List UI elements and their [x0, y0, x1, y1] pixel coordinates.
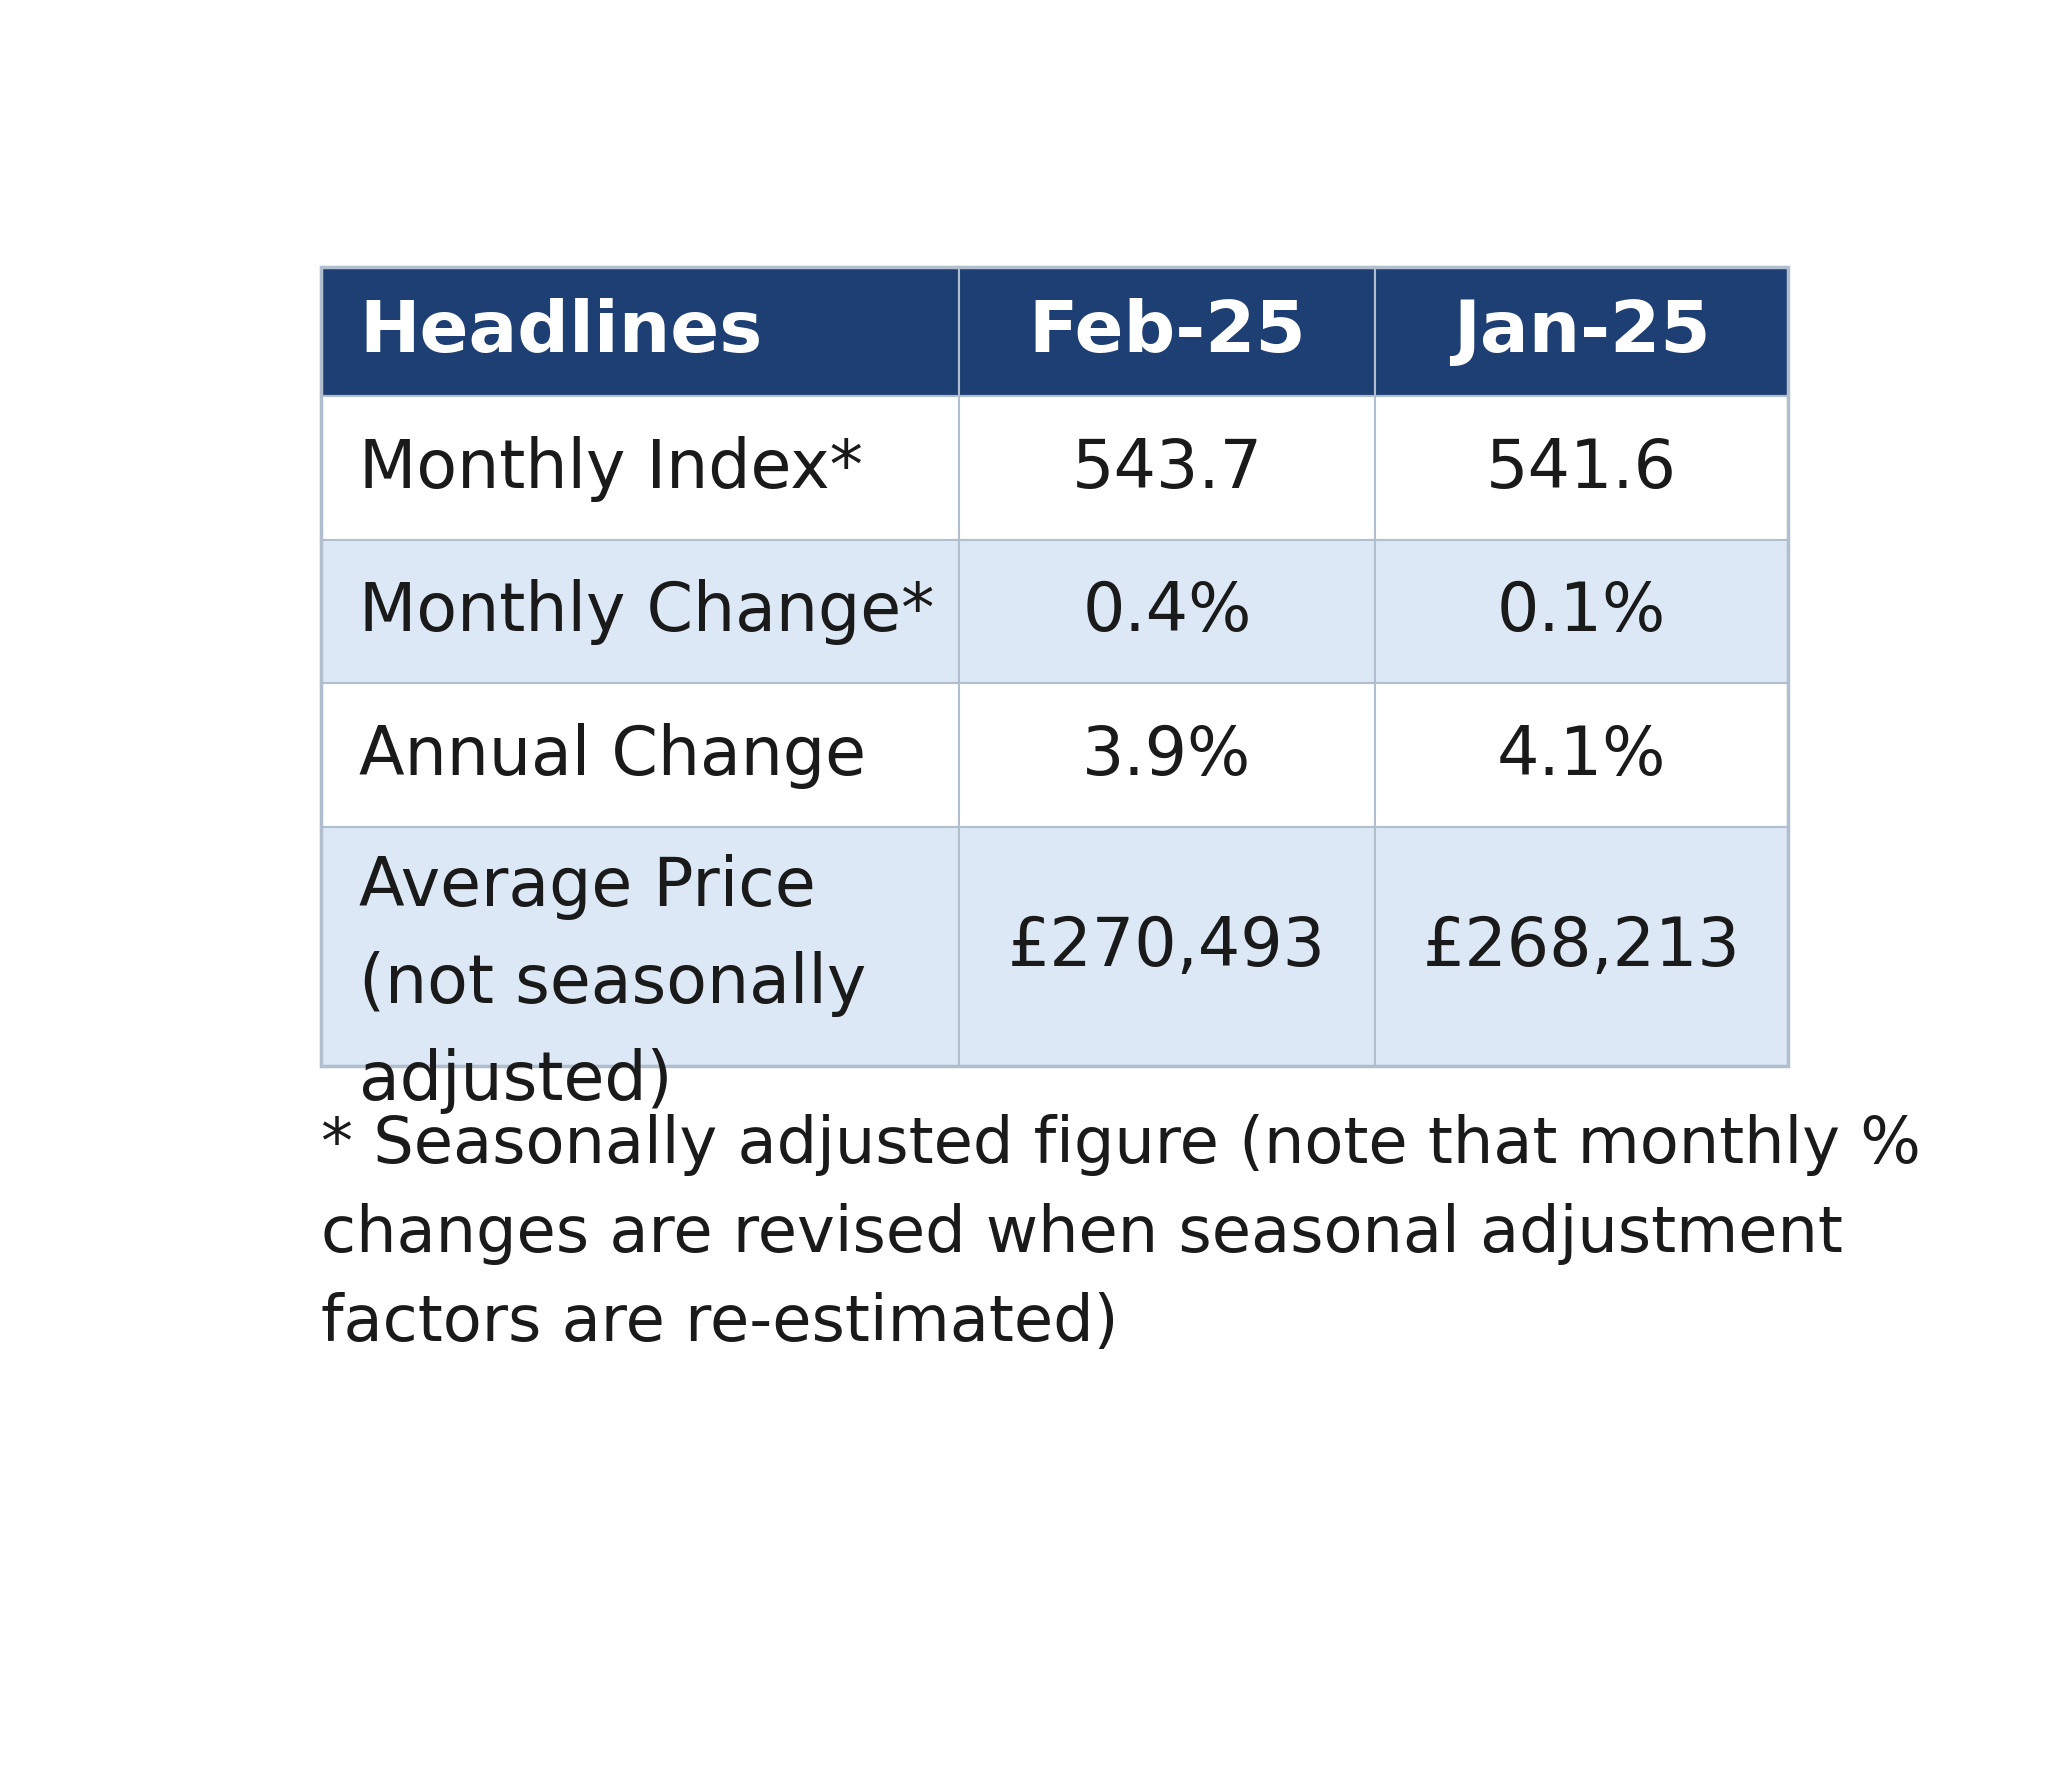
- Text: 0.1%: 0.1%: [1496, 580, 1667, 645]
- Text: 3.9%: 3.9%: [1083, 722, 1251, 789]
- FancyBboxPatch shape: [959, 397, 1375, 541]
- FancyBboxPatch shape: [1375, 826, 1788, 1066]
- Text: factors are re-estimated): factors are re-estimated): [321, 1291, 1120, 1353]
- Text: Monthly Index*: Monthly Index*: [360, 436, 862, 502]
- Text: Annual Change: Annual Change: [360, 722, 866, 789]
- Text: Average Price
(not seasonally
adjusted): Average Price (not seasonally adjusted): [360, 853, 866, 1113]
- FancyBboxPatch shape: [321, 268, 959, 397]
- FancyBboxPatch shape: [321, 826, 959, 1066]
- Text: Jan-25: Jan-25: [1453, 298, 1710, 367]
- Text: 543.7: 543.7: [1072, 436, 1262, 502]
- FancyBboxPatch shape: [959, 684, 1375, 826]
- FancyBboxPatch shape: [1375, 541, 1788, 684]
- FancyBboxPatch shape: [321, 397, 959, 541]
- FancyBboxPatch shape: [959, 826, 1375, 1066]
- Text: Headlines: Headlines: [360, 298, 764, 367]
- Text: 4.1%: 4.1%: [1496, 722, 1667, 789]
- Text: Feb-25: Feb-25: [1029, 298, 1305, 367]
- Text: 541.6: 541.6: [1486, 436, 1677, 502]
- Text: * Seasonally adjusted figure (note that monthly %: * Seasonally adjusted figure (note that …: [321, 1113, 1920, 1175]
- FancyBboxPatch shape: [321, 541, 959, 684]
- FancyBboxPatch shape: [959, 268, 1375, 397]
- Text: 0.4%: 0.4%: [1083, 580, 1251, 645]
- Text: £268,213: £268,213: [1422, 913, 1741, 979]
- FancyBboxPatch shape: [1375, 268, 1788, 397]
- FancyBboxPatch shape: [321, 684, 959, 826]
- Text: Monthly Change*: Monthly Change*: [360, 580, 934, 645]
- Text: £270,493: £270,493: [1008, 913, 1325, 979]
- FancyBboxPatch shape: [959, 541, 1375, 684]
- FancyBboxPatch shape: [1375, 397, 1788, 541]
- Text: changes are revised when seasonal adjustment: changes are revised when seasonal adjust…: [321, 1202, 1842, 1264]
- FancyBboxPatch shape: [1375, 684, 1788, 826]
